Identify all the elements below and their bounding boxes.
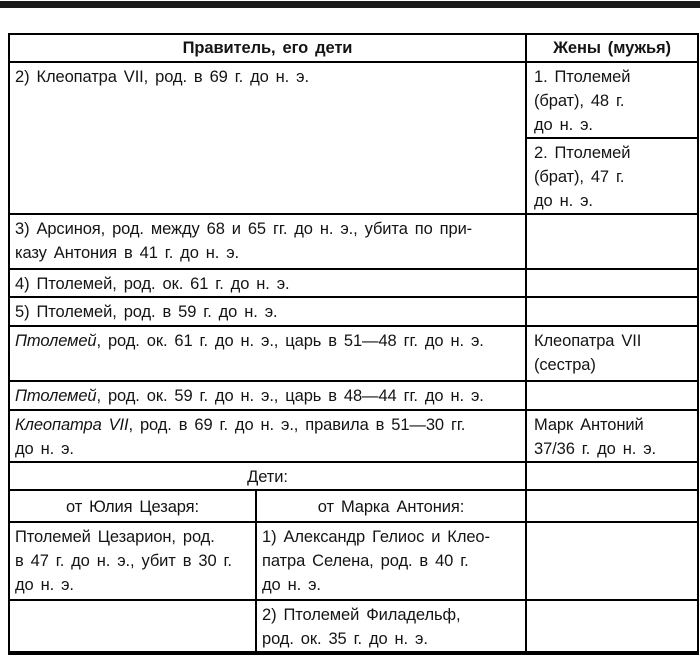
ruler-name-italic: Птолемей bbox=[15, 332, 97, 350]
dynasty-table-wrapper: Правитель, его дети Жены (мужья) 2) Клео… bbox=[8, 33, 699, 655]
table-row: Дети: bbox=[8, 461, 699, 491]
table-row: от Юлия Цезаря: от Марка Антония: bbox=[8, 489, 699, 523]
cell-spouse-mark-antony: Марк Антоний 37/36 г. до н. э. bbox=[525, 409, 699, 463]
cell-spouse-ptolemy-47: 2. Птолемей (брат), 47 г. до н. э. bbox=[525, 137, 699, 215]
cell-ptolemy-born-59: 5) Птолемей, род. в 59 г. до н. э. bbox=[8, 296, 527, 327]
table-row: 3) Арсиноя, род. между 68 и 65 гг. до н.… bbox=[8, 213, 699, 270]
ruler-name-italic: Клеопатра VII bbox=[15, 416, 129, 434]
cell-children-label: Дети: bbox=[8, 461, 527, 491]
cell-ptolemy-caesarion: Птолемей Цезарион, род. в 47 г. до н. э.… bbox=[8, 521, 257, 601]
ruler-details: , род. в 69 г. до н. э., правила в 51—30… bbox=[15, 416, 466, 458]
cell-spouse-empty bbox=[525, 489, 699, 523]
cell-from-julius-caesar: от Юлия Цезаря: bbox=[8, 489, 257, 523]
table-row: 2. Птолемей (брат), 47 г. до н. э. bbox=[9, 137, 699, 215]
table-row: Птолемей, род. ок. 59 г. до н. э., царь … bbox=[8, 380, 699, 411]
cell-spouse-empty bbox=[525, 296, 699, 327]
dynasty-table: Правитель, его дети Жены (мужья) 2) Клео… bbox=[8, 33, 699, 655]
cell-from-mark-antony: от Марка Антония: bbox=[255, 489, 527, 523]
ruler-details: , род. ок. 59 г. до н. э., царь в 48—44 … bbox=[96, 387, 484, 405]
cell-cleopatra7-ruler: 2) Клеопатра VII, род. в 69 г. до н. э. bbox=[8, 61, 527, 215]
table-row: Клеопатра VII, род. в 69 г. до н. э., пр… bbox=[8, 409, 699, 463]
table-header-row: Правитель, его дети Жены (мужья) bbox=[8, 33, 699, 63]
cell-empty-left bbox=[8, 599, 257, 654]
cell-arsinoe-spouse-empty bbox=[525, 213, 699, 270]
cell-alexander-helios-selene: 1) Александр Гелиос и Клео- патра Селена… bbox=[255, 521, 527, 601]
table-row: Птолемей Цезарион, род. в 47 г. до н. э.… bbox=[8, 521, 699, 601]
cell-ptolemy-king-51-48: Птолемей, род. ок. 61 г. до н. э., царь … bbox=[8, 325, 527, 382]
top-page-rule bbox=[0, 1, 700, 8]
cell-ptolemy-philadelphus: 2) Птолемей Филадельф, род. ок. 35 г. до… bbox=[255, 599, 527, 654]
table-row: 4) Птолемей, род. ок. 61 г. до н. э. bbox=[8, 268, 699, 298]
cell-spouse-cleopatra-sister: Клеопатра VII (сестра) bbox=[525, 325, 699, 382]
table-row: 2) Клеопатра VII, род. в 69 г. до н. э. … bbox=[8, 61, 699, 215]
cell-spouse-empty bbox=[525, 521, 699, 601]
cell-ptolemy-born-61: 4) Птолемей, род. ок. 61 г. до н. э. bbox=[8, 268, 527, 298]
cell-ptolemy-king-48-44: Птолемей, род. ок. 59 г. до н. э., царь … bbox=[8, 380, 527, 411]
cell-cleopatra7-reign: Клеопатра VII, род. в 69 г. до н. э., пр… bbox=[8, 409, 527, 463]
table-row: 5) Птолемей, род. в 59 г. до н. э. bbox=[8, 296, 699, 327]
header-ruler-children: Правитель, его дети bbox=[8, 33, 527, 63]
ruler-details: , род. ок. 61 г. до н. э., царь в 51—48 … bbox=[96, 332, 484, 350]
header-spouses: Жены (мужья) bbox=[525, 33, 699, 63]
table-row: Птолемей, род. ок. 61 г. до н. э., царь … bbox=[8, 325, 699, 382]
table-row: 2) Птолемей Филадельф, род. ок. 35 г. до… bbox=[8, 599, 699, 654]
ruler-name-italic: Птолемей bbox=[15, 387, 97, 405]
cell-spouse-empty bbox=[525, 599, 699, 654]
cell-spouse-empty bbox=[525, 268, 699, 298]
cell-spouse-ptolemy-48: 1. Птолемей (брат), 48 г. до н. э. bbox=[525, 61, 699, 139]
cell-arsinoe-ruler: 3) Арсиноя, род. между 68 и 65 гг. до н.… bbox=[8, 213, 527, 270]
cell-spouse-empty bbox=[525, 461, 699, 491]
cell-spouse-empty bbox=[525, 380, 699, 411]
